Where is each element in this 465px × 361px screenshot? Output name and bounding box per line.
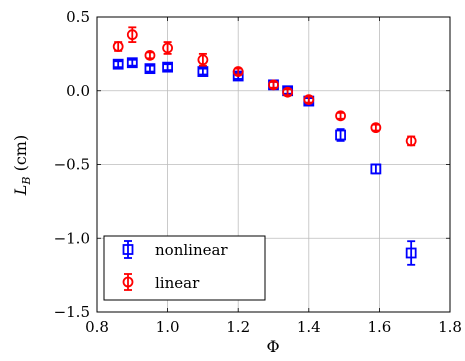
data-point-linear [303, 94, 315, 105]
square-marker [197, 66, 209, 77]
x-axis-label: Φ [266, 337, 279, 356]
x-tick-label: 1.6 [367, 318, 391, 336]
legend-marker-nonlinear [122, 240, 134, 259]
y-tick-label: −1.0 [54, 229, 90, 247]
square-marker [162, 61, 174, 73]
square-marker [126, 57, 138, 69]
y-tick-label: 0.0 [66, 82, 90, 100]
x-tick-label: 1.4 [297, 318, 321, 336]
circle-marker [370, 122, 382, 134]
square-marker [144, 63, 156, 75]
circle-marker [144, 49, 156, 61]
legend-label-nonlinear: nonlinear [155, 241, 228, 259]
legend-label-linear: linear [155, 274, 200, 292]
circle-marker [197, 54, 209, 66]
square-marker [370, 163, 382, 175]
circle-marker [162, 42, 174, 54]
data-point-linear [232, 66, 244, 77]
axis-ticks: 0.8 1.0 1.2 1.4 1.6 1.8 −1.5 −1.0 −0.5 0.0 0.5 [54, 8, 462, 336]
data-point-linear [126, 26, 138, 43]
data-point-linear [162, 41, 174, 55]
square-marker [335, 129, 346, 141]
circle-marker [126, 29, 138, 41]
data-point-linear [335, 110, 346, 122]
y-tick-label: 0.5 [66, 8, 90, 26]
x-tick-label: 0.8 [85, 318, 109, 336]
y-axis-label-subscript: B [20, 176, 33, 185]
circle-marker [335, 110, 346, 122]
square-marker [405, 247, 417, 259]
x-tick-label: 1.2 [226, 318, 250, 336]
y-axis-label: LB (cm) [11, 135, 33, 196]
y-tick-label: −1.5 [54, 303, 90, 321]
series-linear [112, 26, 417, 147]
data-point-linear [282, 86, 294, 98]
data-point-nonlinear [144, 63, 156, 75]
legend: nonlinear linear [103, 235, 266, 301]
x-tick-label: 1.8 [438, 318, 462, 336]
data-series [112, 26, 417, 266]
circle-marker [268, 79, 279, 91]
circle-marker [282, 86, 294, 98]
y-axis-label-unit: (cm) [11, 135, 30, 177]
data-point-linear [197, 52, 209, 67]
data-point-linear [144, 49, 156, 61]
series-nonlinear [112, 57, 417, 266]
data-point-nonlinear [405, 240, 417, 266]
data-point-linear [405, 135, 417, 147]
data-point-nonlinear [126, 57, 138, 69]
data-point-nonlinear [197, 66, 209, 77]
y-axis-label-main: L [11, 185, 30, 197]
circle-marker [405, 135, 417, 147]
data-point-linear [268, 79, 279, 91]
plot-frame [96, 16, 451, 313]
legend-marker-linear [122, 273, 134, 291]
data-point-nonlinear [335, 128, 346, 142]
data-point-linear [112, 41, 124, 52]
square-marker [112, 58, 124, 70]
data-point-nonlinear [370, 163, 382, 175]
circle-marker [232, 66, 244, 77]
y-tick-label: −0.5 [54, 156, 90, 174]
data-point-nonlinear [112, 58, 124, 70]
circle-marker [112, 41, 124, 52]
data-point-linear [370, 122, 382, 134]
circle-marker [303, 94, 315, 105]
x-tick-label: 1.0 [156, 318, 180, 336]
data-point-nonlinear [162, 61, 174, 73]
